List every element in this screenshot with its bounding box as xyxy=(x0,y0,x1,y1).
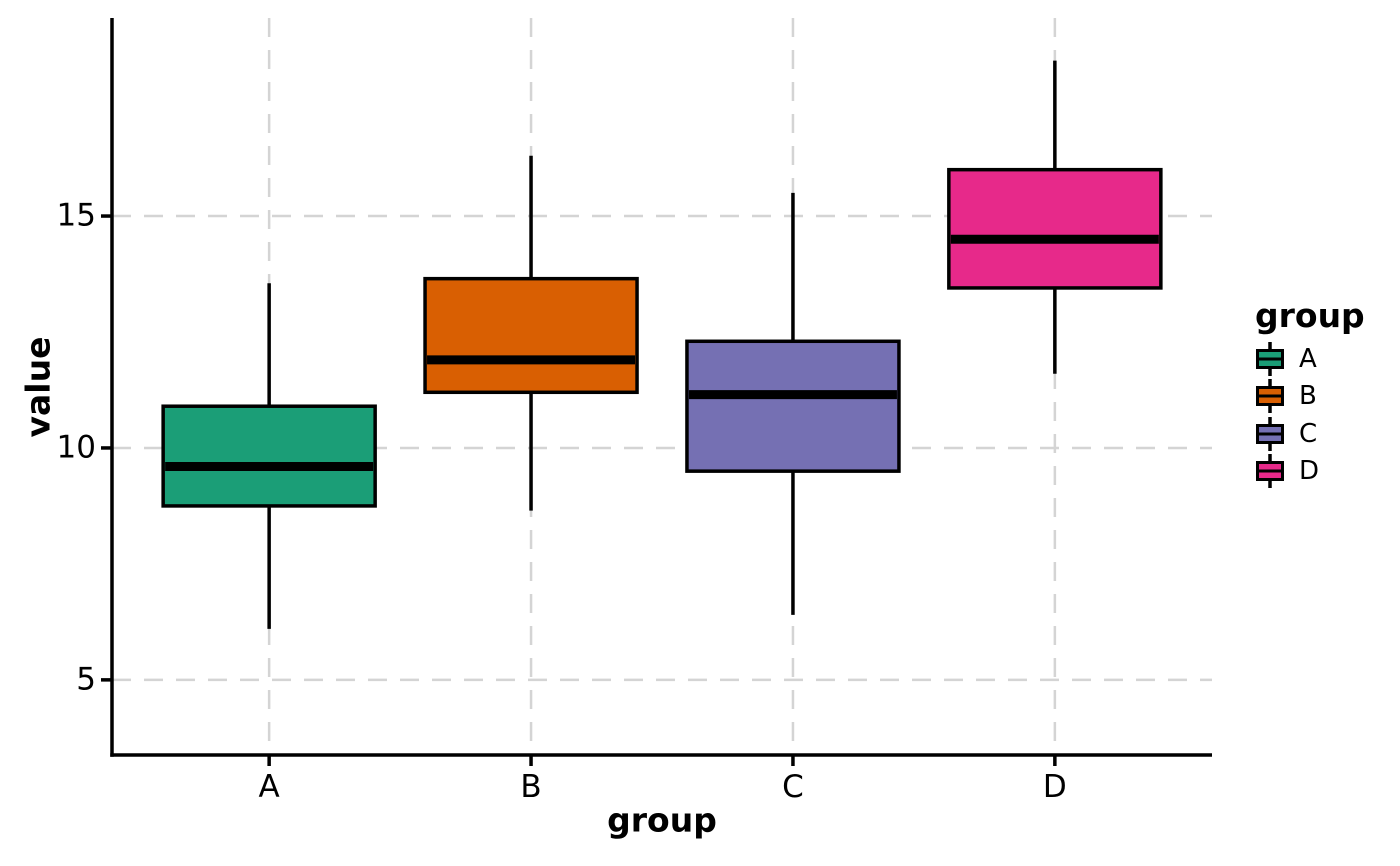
legend-entry-a: A xyxy=(1255,340,1365,378)
legend-entry-c: C xyxy=(1255,415,1365,453)
legend-entry-label-b: B xyxy=(1299,381,1317,412)
legend-title: group xyxy=(1255,296,1365,335)
legend: group A B C D xyxy=(1255,296,1365,490)
box-C xyxy=(685,339,901,473)
x-tick-label-a: A xyxy=(258,769,280,805)
boxplot-key-icon-d xyxy=(1256,454,1284,489)
boxplot-key-icon-c xyxy=(1256,416,1284,451)
boxplot-key-icon-a xyxy=(1256,341,1284,376)
y-tick-label-5: 5 xyxy=(76,661,96,698)
box-D xyxy=(947,167,1163,290)
x-tick-label-c: C xyxy=(782,769,804,805)
y-tick-label-15: 15 xyxy=(56,197,96,234)
x-axis-title: group xyxy=(607,800,717,840)
y-tick-label-10: 10 xyxy=(56,429,96,466)
legend-entry-d: D xyxy=(1255,453,1365,491)
legend-entry-label-c: C xyxy=(1299,418,1318,449)
box-B xyxy=(423,276,639,395)
legend-entry-label-d: D xyxy=(1299,456,1320,487)
x-tick-label-b: B xyxy=(520,769,542,805)
x-tick-label-d: D xyxy=(1042,769,1067,805)
boxplot-key-icon-b xyxy=(1256,379,1284,414)
box-A xyxy=(161,404,377,508)
y-axis-title: value xyxy=(18,336,58,437)
legend-entry-label-a: A xyxy=(1299,343,1317,374)
legend-entry-b: B xyxy=(1255,378,1365,416)
